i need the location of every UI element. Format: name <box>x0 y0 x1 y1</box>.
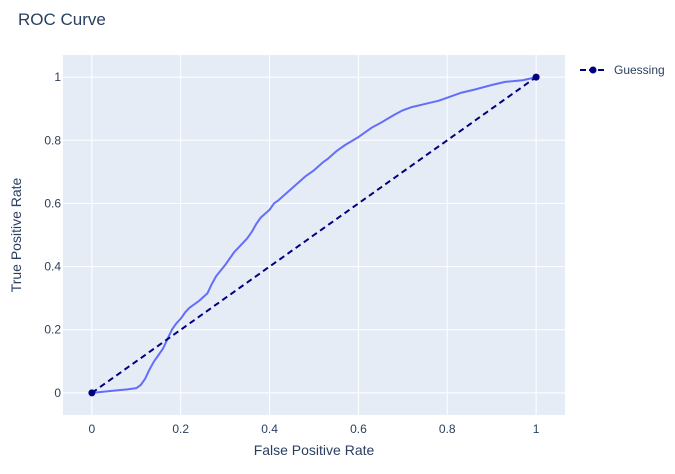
y-tick-label: 0 <box>54 386 61 400</box>
series-line-roc <box>91 76 537 394</box>
tick-labels: 0 0.2 0.4 0.6 0.8 1 0 0.2 0.4 0.6 0.8 1 <box>44 70 539 436</box>
series <box>88 73 540 397</box>
legend[interactable]: Guessing <box>580 63 665 77</box>
y-tick-label: 1 <box>54 70 61 84</box>
y-tick-label: 0.2 <box>44 323 61 337</box>
x-tick-label: 0 <box>89 422 96 436</box>
x-tick-label: 0.8 <box>439 422 456 436</box>
chart-title: ROC Curve <box>18 10 106 29</box>
x-tick-label: 0.4 <box>261 422 278 436</box>
series-line-guessing <box>91 76 537 394</box>
data-point-guessing <box>88 389 96 397</box>
y-tick-label: 0.8 <box>44 133 61 147</box>
data-point-guessing <box>532 73 540 81</box>
x-axis-title: False Positive Rate <box>254 442 375 458</box>
x-tick-label: 0.2 <box>172 422 189 436</box>
grid <box>63 55 565 415</box>
legend-label-guessing: Guessing <box>614 63 665 77</box>
x-tick-label: 1 <box>533 422 540 436</box>
x-tick-label: 0.6 <box>350 422 367 436</box>
y-tick-label: 0.4 <box>44 260 61 274</box>
y-axis-title: True Positive Rate <box>8 177 24 292</box>
y-tick-label: 0.6 <box>44 196 61 210</box>
legend-marker-guessing <box>589 66 597 74</box>
